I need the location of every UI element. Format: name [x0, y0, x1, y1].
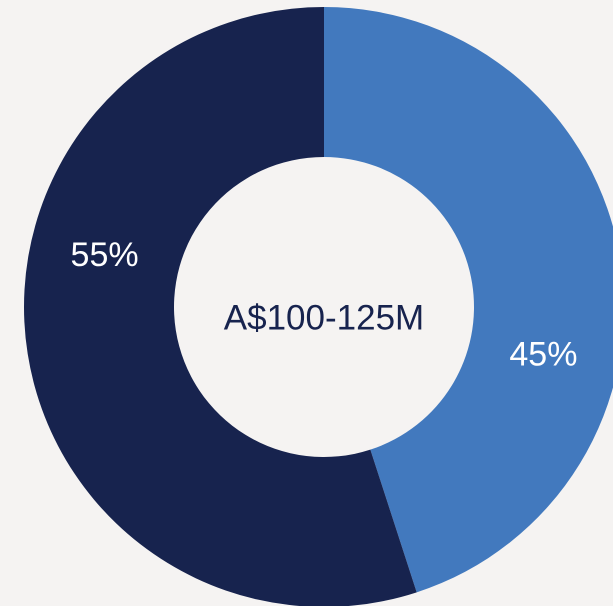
donut-slice	[324, 7, 613, 593]
center-label: A$100-125M	[224, 298, 424, 337]
value-label: 45%	[509, 336, 577, 374]
donut-slice	[24, 7, 417, 606]
value-label: 55%	[71, 236, 139, 274]
